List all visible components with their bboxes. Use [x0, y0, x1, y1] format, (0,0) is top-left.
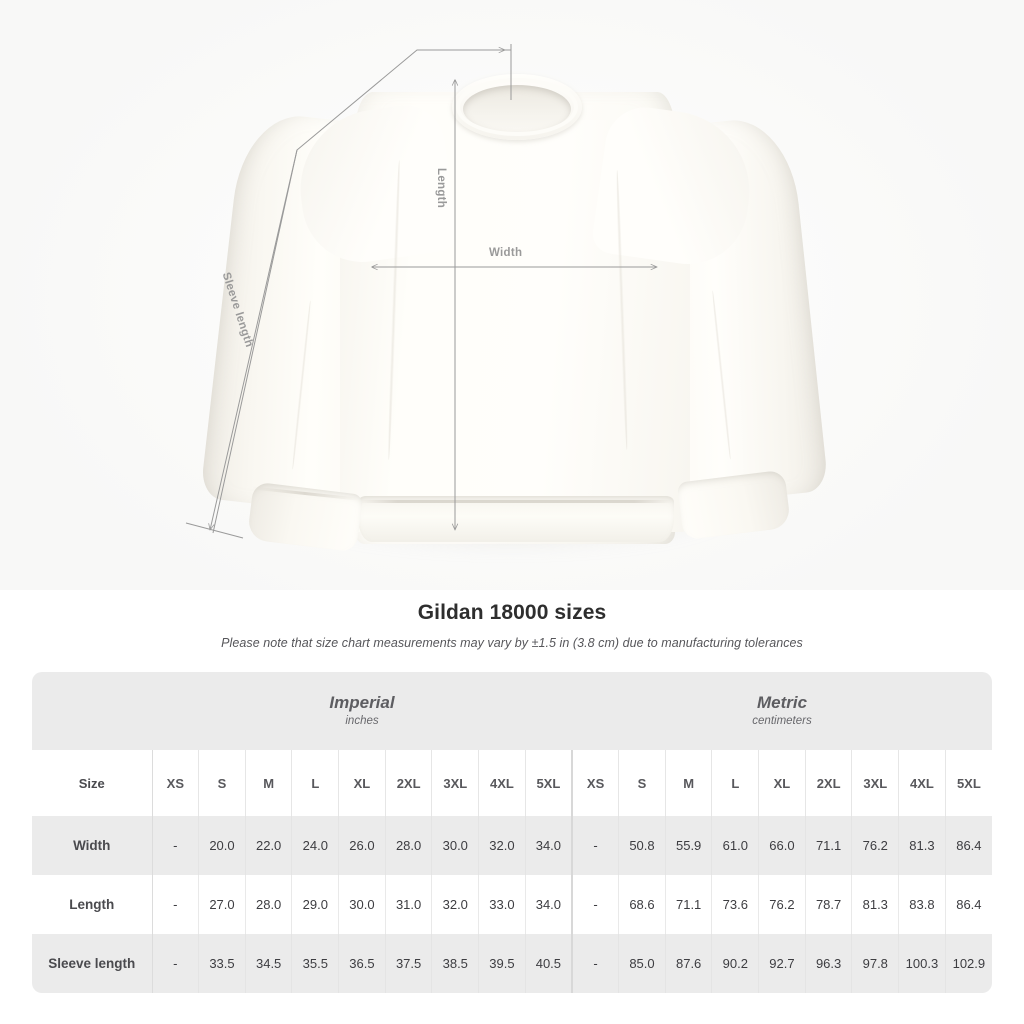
unit-group-unit: inches	[345, 715, 379, 727]
row-label-length: Length	[32, 875, 152, 934]
cell-sleeve-length-metric-4xl: 100.3	[898, 934, 946, 993]
cell-length-imperial-4xl: 33.0	[478, 875, 526, 934]
cell-width-imperial-l: 24.0	[291, 816, 339, 875]
size-header-3xl-imperial: 3XL	[431, 750, 479, 816]
cell-length-imperial-xl: 30.0	[338, 875, 386, 934]
size-header-5xl-metric: 5XL	[944, 750, 992, 816]
size-header-s-imperial: S	[198, 750, 246, 816]
cell-width-imperial-s: 20.0	[198, 816, 246, 875]
unit-group-name: Imperial	[329, 692, 395, 712]
cell-width-imperial-3xl: 30.0	[431, 816, 479, 875]
cell-sleeve-length-imperial-m: 34.5	[244, 934, 292, 993]
cell-length-imperial-xs: -	[151, 875, 199, 934]
cell-width-imperial-5xl: 34.0	[524, 816, 572, 875]
cell-sleeve-length-metric-m: 87.6	[664, 934, 712, 993]
cell-sleeve-length-imperial-xs: -	[151, 934, 199, 993]
cell-width-metric-xl: 66.0	[758, 816, 806, 875]
size-header-xl-imperial: XL	[338, 750, 386, 816]
cell-width-metric-l: 61.0	[711, 816, 759, 875]
cell-width-metric-3xl: 76.2	[851, 816, 899, 875]
cell-width-imperial-m: 22.0	[244, 816, 292, 875]
cell-length-metric-s: 68.6	[618, 875, 666, 934]
size-header-4xl-imperial: 4XL	[478, 750, 526, 816]
cell-length-imperial-l: 29.0	[291, 875, 339, 934]
page-title: Gildan 18000 sizes	[417, 601, 607, 624]
tolerance-note: Please note that size chart measurements…	[221, 636, 803, 650]
size-header-label: Size	[32, 750, 152, 816]
cell-sleeve-length-metric-xl: 92.7	[758, 934, 806, 993]
size-table: Imperial inches Metric centimeters Size XS S M L…	[32, 672, 992, 993]
cell-sleeve-length-imperial-4xl: 39.5	[478, 934, 526, 993]
size-header-3xl-metric: 3XL	[851, 750, 899, 816]
size-header-4xl-metric: 4XL	[898, 750, 946, 816]
cell-sleeve-length-imperial-xl: 36.5	[338, 934, 386, 993]
cell-width-imperial-2xl: 28.0	[384, 816, 432, 875]
cell-length-metric-l: 73.6	[711, 875, 759, 934]
cell-length-metric-3xl: 81.3	[851, 875, 899, 934]
size-header-xl-metric: XL	[758, 750, 806, 816]
cell-width-metric-5xl: 86.4	[944, 816, 992, 875]
size-header-m-imperial: M	[244, 750, 292, 816]
unit-group-name: Metric	[756, 692, 808, 712]
cell-length-imperial-5xl: 34.0	[524, 875, 572, 934]
cell-length-metric-xs: -	[571, 875, 619, 934]
cell-length-imperial-3xl: 32.0	[431, 875, 479, 934]
cell-sleeve-length-metric-2xl: 96.3	[804, 934, 852, 993]
cell-sleeve-length-imperial-l: 35.5	[291, 934, 339, 993]
size-header-xs-imperial: XS	[151, 750, 199, 816]
size-header-2xl-imperial: 2XL	[384, 750, 432, 816]
cell-sleeve-length-metric-l: 90.2	[711, 934, 759, 993]
cell-width-metric-2xl: 71.1	[804, 816, 852, 875]
cell-sleeve-length-imperial-5xl: 40.5	[524, 934, 572, 993]
cell-length-imperial-s: 27.0	[198, 875, 246, 934]
collar-rib	[456, 78, 578, 136]
size-header-xs-metric: XS	[571, 750, 619, 816]
cell-sleeve-length-imperial-2xl: 37.5	[384, 934, 432, 993]
unit-group-row: Imperial inches Metric centimeters	[32, 672, 992, 750]
cell-sleeve-length-metric-3xl: 97.8	[851, 934, 899, 993]
unit-group-spacer	[32, 672, 152, 750]
unit-group-imperial: Imperial inches	[152, 672, 572, 750]
product-photo: Length Width Sleeve length	[0, 0, 1024, 590]
size-header-row: Size XS S M L XL 2XL 3XL 4XL 5XL XS S M L XL 2XL 3XL 4XL 5…	[32, 750, 992, 816]
cell-length-metric-2xl: 78.7	[804, 875, 852, 934]
cell-width-metric-xs: -	[571, 816, 619, 875]
hem-stitch-line	[360, 500, 672, 503]
size-header-m-metric: M	[664, 750, 712, 816]
size-header-l-imperial: L	[291, 750, 339, 816]
cell-width-imperial-xs: -	[151, 816, 199, 875]
garment-illustration	[199, 74, 829, 565]
size-header-s-metric: S	[618, 750, 666, 816]
cell-length-imperial-2xl: 31.0	[384, 875, 432, 934]
table-row: Sleeve length -33.5 34.5 35.5 36.5 37.5 38.5 39…	[32, 934, 992, 993]
size-header-l-metric: L	[711, 750, 759, 816]
cell-sleeve-length-imperial-s: 33.5	[198, 934, 246, 993]
size-chart-table: Imperial inches Metric centimeters Size XS S M L…	[32, 672, 992, 993]
cell-width-metric-s: 50.8	[618, 816, 666, 875]
row-label-sleeve-length: Sleeve length	[32, 934, 152, 993]
cell-width-imperial-xl: 26.0	[338, 816, 386, 875]
cell-width-imperial-4xl: 32.0	[478, 816, 526, 875]
cell-length-metric-4xl: 83.8	[898, 875, 946, 934]
size-header-5xl-imperial: 5XL	[524, 750, 572, 816]
cell-width-metric-m: 55.9	[664, 816, 712, 875]
cell-length-metric-m: 71.1	[664, 875, 712, 934]
table-row: Length -27.0 28.0 29.0 30.0 31.0 32.0 33.0 34.0-…	[32, 875, 992, 934]
cell-sleeve-length-metric-5xl: 102.9	[944, 934, 992, 993]
unit-group-metric: Metric centimeters	[572, 672, 992, 750]
size-header-2xl-metric: 2XL	[804, 750, 852, 816]
cell-sleeve-length-metric-xs: -	[571, 934, 619, 993]
unit-group-unit: centimeters	[752, 715, 812, 727]
cell-sleeve-length-imperial-3xl: 38.5	[431, 934, 479, 993]
row-label-width: Width	[32, 816, 152, 875]
cell-length-metric-xl: 76.2	[758, 875, 806, 934]
cell-width-metric-4xl: 81.3	[898, 816, 946, 875]
cell-length-imperial-m: 28.0	[244, 875, 292, 934]
cell-length-metric-5xl: 86.4	[944, 875, 992, 934]
cell-sleeve-length-metric-s: 85.0	[618, 934, 666, 993]
table-row: Width -20.0 22.0 24.0 26.0 28.0 30.0 32.0 34.0-5…	[32, 816, 992, 875]
